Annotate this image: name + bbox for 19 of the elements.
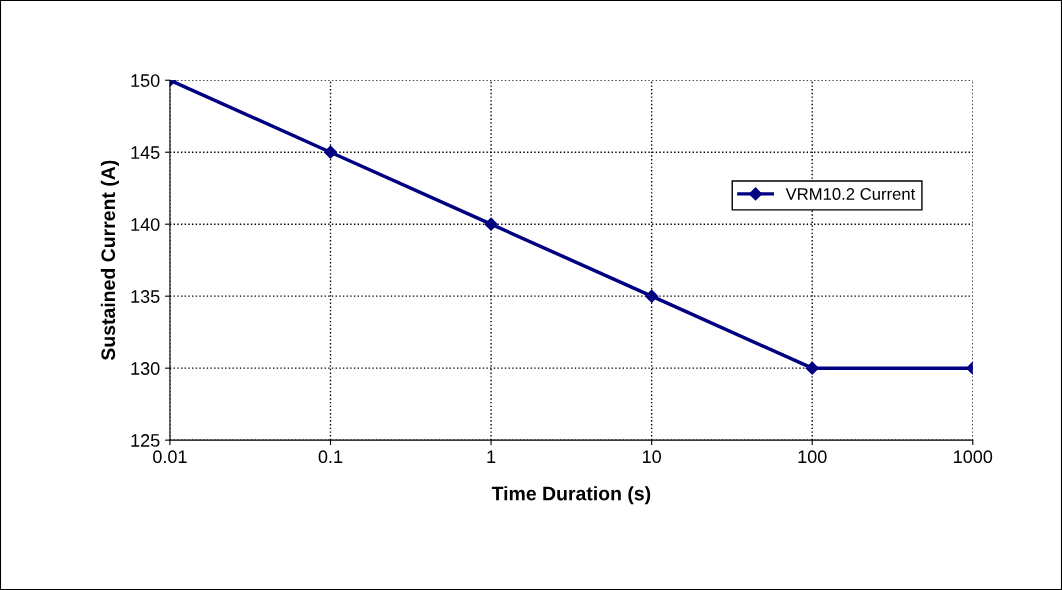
y-tick-label: 150 bbox=[131, 74, 160, 87]
y-tick-label: 135 bbox=[131, 290, 160, 303]
point bbox=[645, 289, 659, 303]
legend-label: VRM10.2 Current bbox=[785, 188, 916, 200]
y-axis-title: Sustained Current (A) bbox=[100, 160, 119, 361]
y-tick-label: 140 bbox=[131, 218, 160, 231]
point bbox=[805, 361, 819, 375]
x-tick-label: 0.01 bbox=[153, 450, 187, 464]
y-tick-label: 145 bbox=[131, 146, 160, 159]
x-axis-title: Time Duration (s) bbox=[491, 486, 651, 505]
x-tick-label: 10 bbox=[642, 450, 661, 464]
x-tick-label: 0.1 bbox=[318, 450, 343, 464]
x-tick-label: 100 bbox=[798, 450, 827, 464]
y-tick-label: 130 bbox=[131, 362, 160, 375]
point bbox=[323, 145, 338, 159]
x-tick-label: 1000 bbox=[954, 450, 993, 464]
x-tick-label: 1 bbox=[487, 450, 496, 463]
y-tick-label: 125 bbox=[131, 434, 160, 447]
point bbox=[484, 217, 498, 231]
